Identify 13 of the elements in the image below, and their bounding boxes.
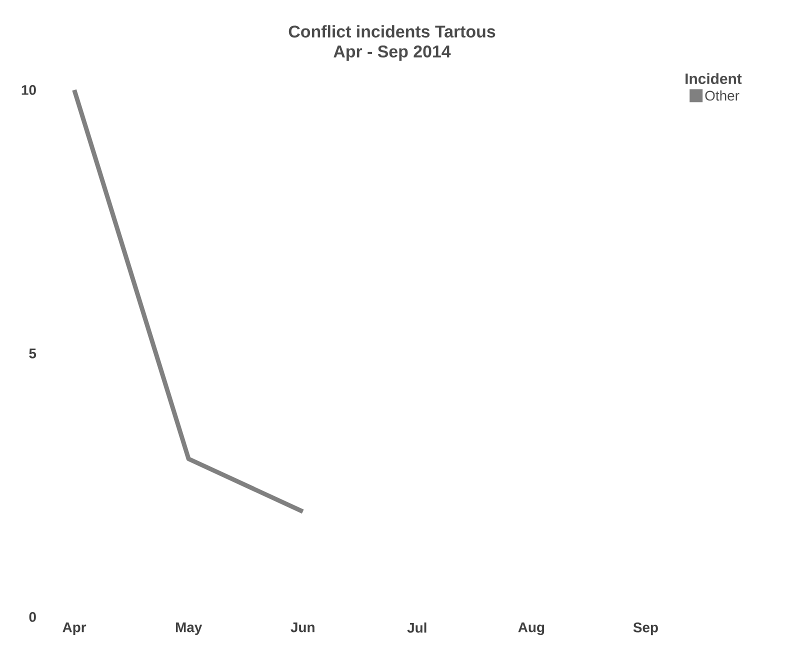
x-tick-label: Apr bbox=[62, 622, 86, 635]
x-tick-label: Aug bbox=[518, 622, 544, 636]
y-tick-label: 5 bbox=[29, 348, 36, 358]
y-tick-label: 0 bbox=[29, 612, 36, 622]
legend-label: Other bbox=[705, 90, 740, 101]
y-tick-label: 10 bbox=[22, 85, 36, 95]
x-tick-label: Jul bbox=[407, 622, 426, 633]
x-tick-label: May bbox=[176, 622, 202, 635]
chart-title: Conflict incidents Tartous bbox=[288, 25, 496, 38]
legend-title: Incident bbox=[686, 73, 742, 84]
x-tick-label: Jun bbox=[290, 622, 314, 632]
chart-subtitle: Apr - Sep 2014 bbox=[334, 46, 451, 61]
x-tick-label: Sep bbox=[633, 622, 658, 636]
